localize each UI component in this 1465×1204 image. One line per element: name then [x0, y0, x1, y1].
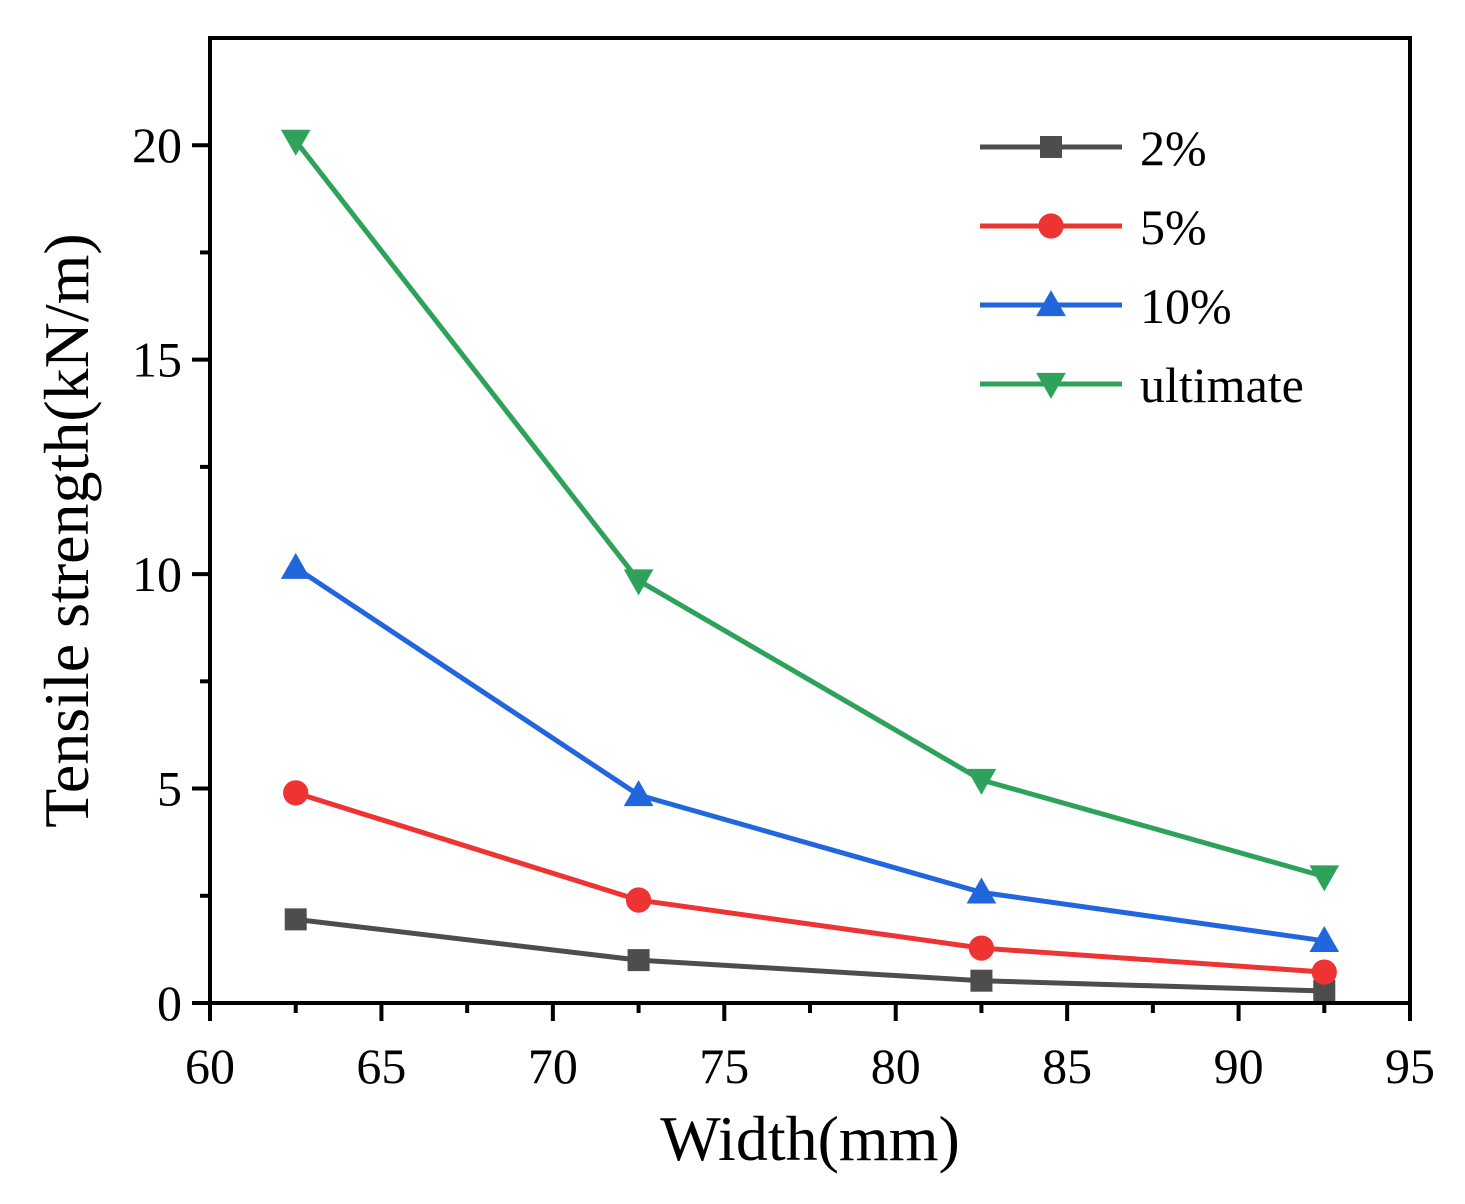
series-ultimate	[280, 129, 1340, 892]
data-point	[1311, 959, 1337, 985]
legend-label: 10%	[1140, 278, 1232, 334]
data-point	[1309, 865, 1340, 892]
plot-frame	[208, 36, 1412, 1005]
data-point	[623, 780, 654, 807]
series-line	[294, 565, 1325, 944]
data-series	[280, 129, 1340, 1002]
legend-label: 2%	[1140, 120, 1207, 176]
data-point	[280, 552, 311, 579]
legend-marker	[1036, 290, 1066, 317]
x-axis-title: Width(mm)	[660, 1103, 960, 1174]
data-point	[627, 949, 650, 972]
legend: 2% 5% 10% ultimate	[980, 120, 1304, 413]
series-2-pct	[284, 908, 1336, 1002]
axis-ticks: 60 65 70 75 80 85 90 95 0 5 10 15 20	[132, 117, 1435, 1094]
data-point	[283, 780, 309, 806]
x-tick-label: 75	[699, 1038, 749, 1094]
x-tick-label: 65	[356, 1038, 406, 1094]
series-5-pct	[283, 780, 1337, 985]
x-tick-label: 90	[1214, 1038, 1264, 1094]
data-point	[966, 877, 997, 904]
y-tick-label: 0	[157, 975, 182, 1031]
data-point	[970, 969, 993, 992]
data-point	[625, 887, 652, 913]
data-point	[284, 908, 307, 931]
legend-marker	[1040, 136, 1062, 158]
series-line	[295, 916, 1325, 994]
y-tick-label: 10	[132, 546, 182, 602]
y-tick-label: 20	[132, 117, 182, 173]
x-tick-label: 95	[1385, 1038, 1435, 1094]
data-point	[1313, 979, 1336, 1002]
data-point	[1309, 925, 1340, 952]
series-10-pct	[280, 552, 1340, 952]
y-axis-title: Tensile strength(kN/m)	[31, 233, 102, 828]
x-tick-label: 60	[185, 1038, 235, 1094]
series-line	[294, 790, 1325, 975]
data-point	[623, 569, 654, 596]
y-tick-label: 5	[157, 761, 182, 817]
data-point	[968, 935, 995, 961]
y-tick-label: 15	[132, 332, 182, 388]
legend-item-ultimate: ultimate	[980, 357, 1304, 413]
series-line	[293, 139, 1325, 879]
legend-label: 5%	[1140, 199, 1207, 255]
data-point	[966, 768, 997, 795]
x-tick-label: 70	[528, 1038, 578, 1094]
data-point	[280, 129, 311, 156]
x-tick-label: 80	[871, 1038, 921, 1094]
legend-item-2-pct: 2%	[980, 120, 1207, 176]
legend-item-5-pct: 5%	[980, 199, 1207, 255]
x-tick-label: 85	[1042, 1038, 1092, 1094]
legend-item-10-pct: 10%	[980, 278, 1232, 334]
legend-label: ultimate	[1140, 357, 1304, 413]
legend-marker	[1038, 213, 1064, 239]
legend-marker	[1036, 372, 1066, 399]
